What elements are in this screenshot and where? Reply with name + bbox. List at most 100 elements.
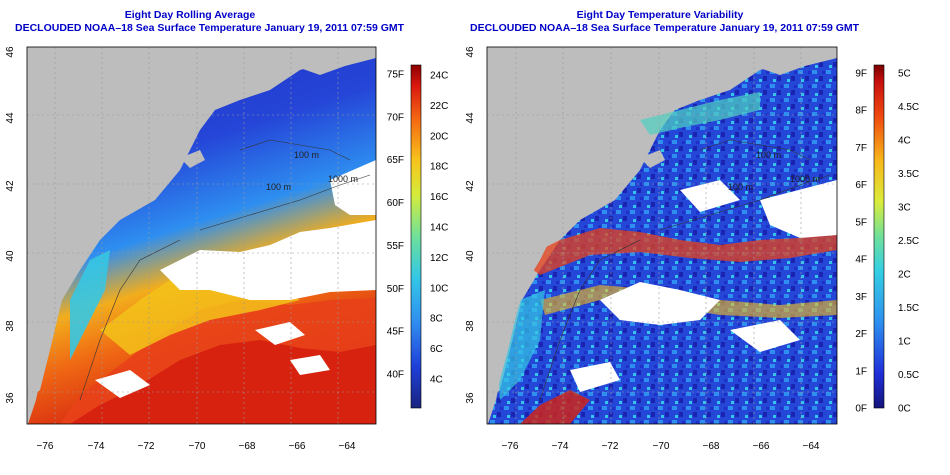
right-colorbar-gradient bbox=[873, 64, 885, 409]
left-colorbar-f-label: 55F bbox=[387, 241, 404, 252]
left-x-tick: −74 bbox=[88, 441, 105, 452]
left-x-tick: −70 bbox=[189, 441, 206, 452]
left-colorbar-f-label: 75F bbox=[387, 70, 404, 81]
right-contour-label-3: 1000 m bbox=[790, 174, 820, 184]
left-colorbar-c-label: 16C bbox=[430, 192, 448, 203]
left-x-tick: −66 bbox=[289, 441, 306, 452]
left-colorbar-c-label: 20C bbox=[430, 131, 448, 142]
right-colorbar-c-label: 0C bbox=[898, 404, 911, 415]
left-colorbar-c-label: 18C bbox=[430, 162, 448, 173]
left-nova-scotia bbox=[300, 47, 376, 75]
right-x-tick: −76 bbox=[502, 441, 519, 452]
right-colorbar-c-label: 2C bbox=[898, 270, 911, 281]
right-colorbar-f-label: 1F bbox=[855, 366, 867, 377]
left-cloud-5 bbox=[290, 355, 330, 375]
right-cloud-1 bbox=[600, 282, 720, 325]
right-contour-label-2: 100 m bbox=[728, 182, 753, 192]
left-y-tick: 38 bbox=[5, 320, 16, 332]
left-colorbar-f-label: 40F bbox=[387, 370, 404, 381]
left-colorbar-c-label: 12C bbox=[430, 253, 448, 264]
left-colorbar-c-label: 14C bbox=[430, 223, 448, 234]
right-title-line1: Eight Day Temperature Variability bbox=[576, 9, 744, 21]
left-colorbar-c-label: 22C bbox=[430, 101, 448, 112]
right-contour-100m bbox=[699, 139, 811, 161]
left-cloud-4 bbox=[255, 322, 305, 345]
right-x-axis: −76 −74 −72 −70 −68 −66 −64 bbox=[502, 441, 820, 452]
right-y-tick: 46 bbox=[465, 46, 476, 58]
left-x-tick: −76 bbox=[37, 441, 54, 452]
right-title-line2: DECLOUDED NOAA–18 Sea Surface Temperatur… bbox=[470, 22, 860, 34]
right-colorbar: 0F 1F 2F 3F 4F 5F 6F 7F 8F 9F 0C 0.5C 1C 1.5C 2C 2.5C 3… bbox=[855, 64, 919, 415]
right-contour-label-1: 100 m bbox=[756, 150, 781, 160]
left-cape-cod bbox=[180, 150, 205, 168]
right-grid bbox=[487, 47, 837, 424]
right-x-tick: −74 bbox=[552, 441, 569, 452]
right-colorbar-f-label: 8F bbox=[855, 106, 867, 117]
right-cloud-3 bbox=[570, 362, 620, 392]
left-y-tick: 36 bbox=[5, 392, 16, 404]
left-y-tick: 40 bbox=[5, 250, 16, 262]
left-y-tick: 44 bbox=[5, 112, 16, 124]
left-contour-label-3: 1000 m bbox=[328, 174, 358, 184]
left-contour-1000m bbox=[199, 174, 371, 231]
right-colorbar-c-label: 2.5C bbox=[898, 236, 919, 247]
left-colorbar-c-label: 6C bbox=[430, 344, 443, 355]
left-x-tick: −64 bbox=[339, 441, 356, 452]
right-colorbar-c-label: 3.5C bbox=[898, 169, 919, 180]
right-colorbar-c-label: 3C bbox=[898, 203, 911, 214]
right-red-southwest bbox=[520, 390, 590, 424]
left-colorbar: 40F 45F 50F 55F 60F 65F 70F 75F 4C 6C 8C 10C 12C 14C… bbox=[387, 64, 448, 409]
right-nova-scotia bbox=[760, 47, 837, 75]
left-colorbar-f-label: 65F bbox=[387, 155, 404, 166]
left-y-tick: 46 bbox=[5, 46, 16, 58]
left-map-title: Eight Day Rolling Average DECLOUDED NOAA… bbox=[15, 9, 405, 35]
left-cloud-1 bbox=[160, 220, 376, 300]
left-map-frame bbox=[26, 46, 377, 425]
left-title-line1: Eight Day Rolling Average bbox=[124, 9, 256, 21]
right-y-tick: 36 bbox=[465, 392, 476, 404]
right-y-tick: 44 bbox=[465, 112, 476, 124]
right-y-tick: 40 bbox=[465, 250, 476, 262]
right-y-tick: 42 bbox=[465, 180, 476, 192]
right-y-axis: 36 38 40 42 44 46 bbox=[465, 46, 476, 404]
left-cloud-3 bbox=[95, 370, 150, 398]
right-coast-land bbox=[487, 47, 660, 424]
right-colorbar-f-label: 6F bbox=[855, 180, 867, 191]
left-grid bbox=[27, 47, 376, 424]
right-contour-shelf bbox=[539, 239, 641, 401]
right-y-tick: 38 bbox=[465, 320, 476, 332]
right-colorbar-c-label: 4.5C bbox=[898, 102, 919, 113]
right-colorbar-f-label: 2F bbox=[855, 329, 867, 340]
left-colorbar-c-label: 8C bbox=[430, 314, 443, 325]
left-y-tick: 42 bbox=[5, 180, 16, 192]
right-colorbar-c-label: 5C bbox=[898, 69, 911, 80]
right-colorbar-f-label: 4F bbox=[855, 255, 867, 266]
right-colorbar-f-label: 9F bbox=[855, 69, 867, 80]
left-y-axis: 36 38 40 42 44 46 bbox=[5, 46, 16, 404]
left-slope-green bbox=[70, 250, 110, 360]
left-contour-label-1: 100 m bbox=[294, 150, 319, 160]
right-contour-1000m bbox=[659, 174, 831, 231]
left-contour-label-2: 100 m bbox=[266, 182, 291, 192]
right-x-tick: −68 bbox=[703, 441, 720, 452]
right-cloud-5 bbox=[680, 180, 740, 212]
left-coast-land bbox=[27, 47, 200, 424]
left-colorbar-f-label: 50F bbox=[387, 284, 404, 295]
left-x-tick: −68 bbox=[239, 441, 256, 452]
right-colorbar-f-label: 5F bbox=[855, 217, 867, 228]
left-contour-shelf bbox=[79, 239, 181, 401]
right-x-tick: −64 bbox=[803, 441, 820, 452]
right-cloud-4 bbox=[730, 320, 800, 352]
right-map-frame bbox=[486, 46, 838, 425]
left-title-line2: DECLOUDED NOAA–18 Sea Surface Temperatur… bbox=[15, 22, 405, 34]
left-colorbar-c-label: 10C bbox=[430, 283, 448, 294]
left-colorbar-gradient bbox=[410, 64, 422, 409]
left-colorbar-f-label: 45F bbox=[387, 327, 404, 338]
right-x-tick: −70 bbox=[653, 441, 670, 452]
left-x-axis: −76 −74 −72 −70 −68 −66 −64 bbox=[37, 441, 356, 452]
right-colorbar-c-label: 1.5C bbox=[898, 303, 919, 314]
right-map-panel: 100 m 100 m 1000 m −76 −74 −72 −70 −68 −… bbox=[465, 46, 838, 452]
right-cyan-north bbox=[640, 92, 760, 135]
right-colorbar-c-label: 4C bbox=[898, 136, 911, 147]
